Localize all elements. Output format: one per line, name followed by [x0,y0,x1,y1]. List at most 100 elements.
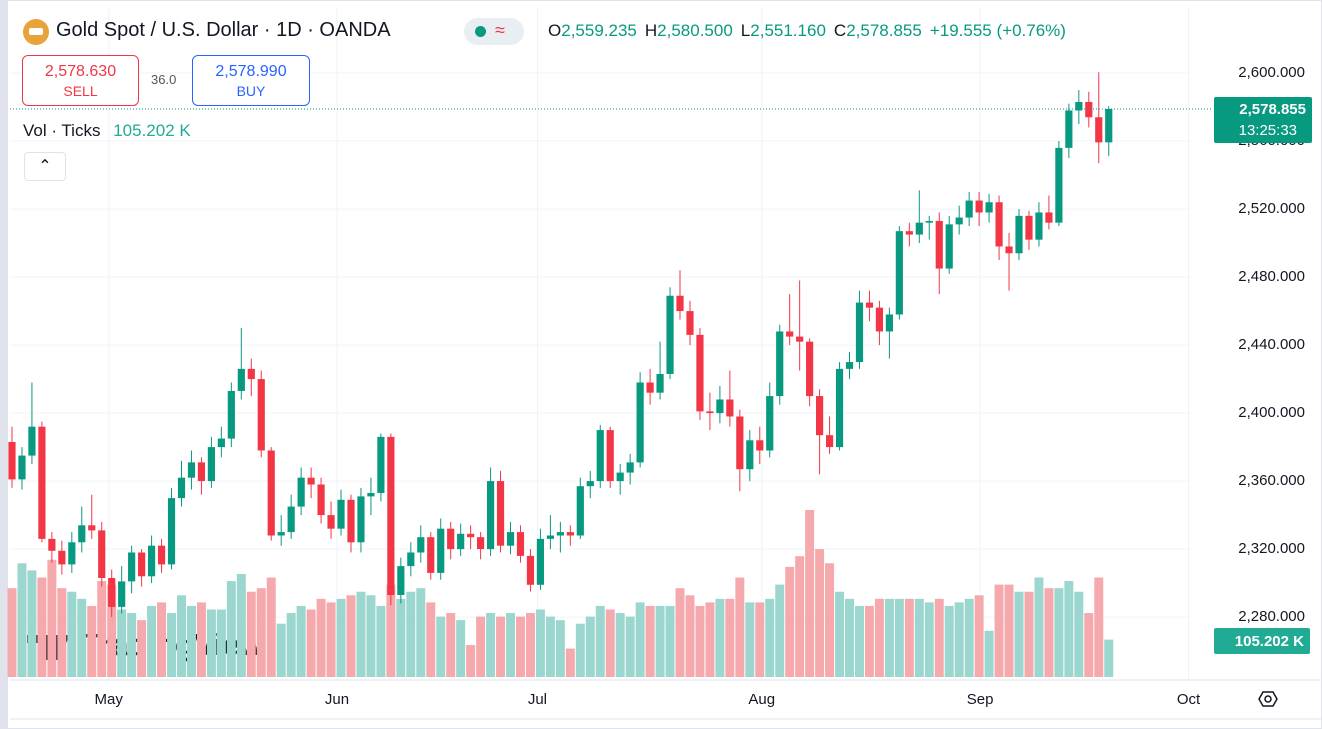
candle-body [716,399,724,414]
settings-icon[interactable] [1258,691,1278,707]
volume-bar [725,598,735,677]
volume-bar [1064,581,1074,677]
volume-bar [904,598,914,677]
candle-body [666,295,674,374]
volume-name: Vol · Ticks [23,121,101,140]
volume-bar [715,598,725,677]
candle-body [486,481,495,550]
volume-bar [795,556,805,677]
candle-body [128,552,136,582]
volume-bar [1004,584,1014,677]
candle-body [327,515,335,529]
volume-bar [1044,588,1054,677]
collapse-button[interactable]: ⌃ [24,152,66,181]
candle-body [955,217,963,225]
volume-bar [1074,591,1084,677]
candle-body [237,368,245,391]
volume-bar [466,645,476,677]
candle-body [1065,110,1073,148]
candle-body [576,486,584,536]
volume-bar [127,613,137,677]
candle-body [496,481,505,546]
volume-bar [306,609,316,677]
volume-tag [1214,628,1310,654]
candle-body [536,538,545,585]
candle-body [895,231,903,315]
buy-label: BUY [236,83,266,99]
volume-bar [316,598,326,677]
volume-bar [765,598,775,677]
candle-body [865,302,874,308]
candle-body [796,336,804,342]
candle-body [766,396,774,451]
volume-bar [1054,588,1064,677]
candle-body [257,379,265,451]
candle-body [1005,246,1013,254]
volume-bar [426,602,436,677]
candle-body [606,430,614,482]
candle-body [347,499,355,543]
candle-body [845,362,854,369]
volume-bar [366,595,376,677]
candle-body [177,477,186,499]
volume-bar [984,630,994,677]
status-wave: ≈ [495,20,505,40]
volume-bar [934,598,944,677]
volume-legend: Vol · Ticks 105.202 K [23,121,191,141]
candle-body [546,535,554,539]
volume-bar [496,616,506,677]
x-tick-label: Oct [1177,691,1201,708]
volume-bar [894,598,904,677]
volume-bar [685,595,695,677]
volume-bar [226,581,236,677]
candle-body [477,537,485,550]
candle-body [1085,101,1093,118]
x-tick-label: Jun [325,691,349,708]
candle-body [935,220,943,269]
volume-bar [785,566,795,677]
volume-bar [655,605,665,677]
volume-bar [37,577,47,677]
volume-bar [206,609,216,677]
sell-button[interactable]: 2,578.630 SELL [22,55,139,106]
volume-bar [177,595,186,677]
volume-bar [845,598,854,677]
candle-body [467,533,475,538]
candle-body [147,545,156,577]
volume-bar [535,609,545,677]
symbol-title[interactable]: Gold Spot / U.S. Dollar · 1D · OANDA [56,19,391,41]
candle-body [447,528,455,550]
volume-bar [645,605,655,677]
market-status[interactable]: ≈ [464,18,524,45]
volume-bar [954,602,964,677]
volume-bar [575,623,585,677]
volume-bar [246,591,256,677]
volume-bar [1104,639,1114,677]
volume-bar [555,620,565,677]
volume-bar [1024,591,1034,677]
volume-bar [326,602,336,677]
candle-body [975,200,983,213]
volume-bar [416,588,426,677]
buy-button[interactable]: 2,578.990 BUY [192,55,310,106]
volume-bar [1084,613,1094,677]
volume-bar [605,609,615,677]
volume-bar [1034,577,1044,677]
sell-label: SELL [63,83,98,99]
candle-body [357,496,365,543]
candle-body [875,307,884,332]
candle-body [267,450,275,536]
candle-body [8,441,16,480]
volume-bar [7,588,17,677]
candle-body [646,382,654,393]
candle-body [586,481,594,487]
candle-body [387,436,395,595]
candle-body [945,224,953,269]
candle-body [317,484,325,516]
candle-body [108,577,116,607]
volume-bar [107,584,117,677]
ohlc-value: 2,559.235 [561,21,637,40]
volume-bar [186,605,196,677]
ohlc-value: 2,580.500 [657,21,733,40]
